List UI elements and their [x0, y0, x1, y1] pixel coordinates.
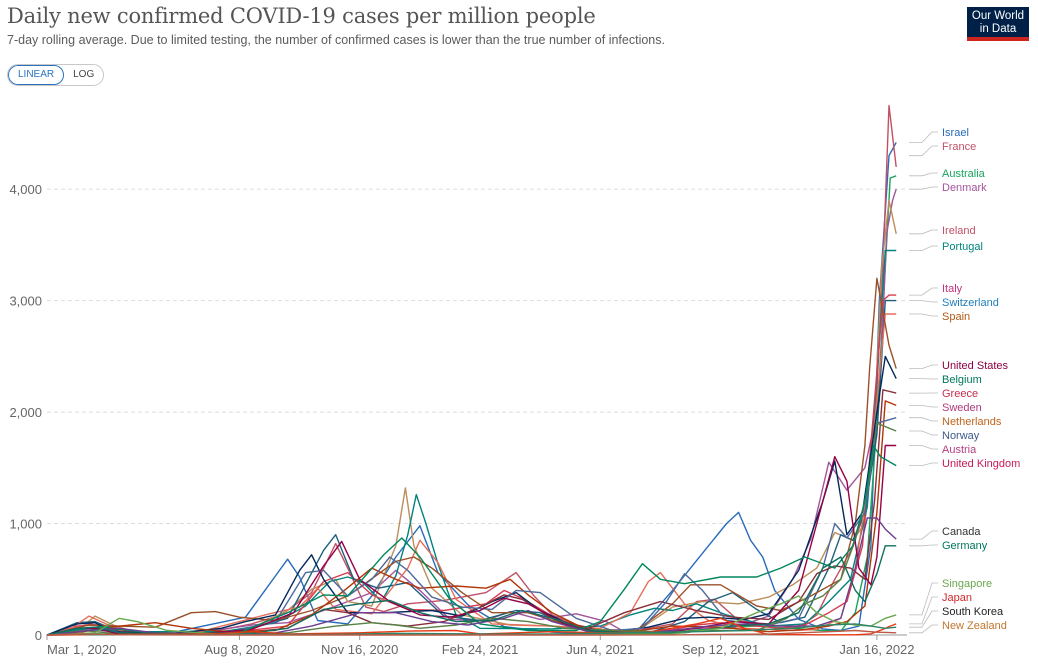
series-line-portugal — [46, 249, 897, 636]
series-label-germany: Germany — [942, 540, 988, 552]
series-label-south-korea: South Korea — [942, 606, 1004, 618]
scale-toggle: LINEAR LOG — [7, 64, 105, 86]
series-line-norway — [46, 422, 897, 636]
label-connector — [909, 131, 938, 143]
label-connector — [909, 229, 938, 235]
label-connector — [909, 610, 938, 628]
label-connector — [909, 300, 938, 303]
chart-title: Daily new confirmed COVID-19 cases per m… — [7, 4, 596, 28]
x-tick-label: Feb 24, 2021 — [442, 642, 519, 657]
label-connector — [909, 596, 938, 625]
x-tick-label: Nov 16, 2020 — [321, 642, 398, 657]
series-label-france: France — [942, 141, 976, 153]
series-line-denmark — [46, 188, 897, 636]
series-line-germany — [46, 545, 897, 636]
label-connector — [909, 287, 938, 296]
label-connector — [909, 430, 938, 436]
series-label-sweden: Sweden — [942, 402, 982, 414]
series-label-norway: Norway — [942, 430, 980, 442]
y-tick-label: 3,000 — [9, 294, 42, 309]
series-line-switzerland — [46, 299, 897, 636]
label-connector — [909, 445, 938, 450]
owid-logo[interactable]: Our World in Data — [967, 7, 1029, 41]
y-tick-label: 0 — [35, 628, 42, 643]
x-tick-label: Aug 8, 2020 — [204, 642, 274, 657]
logo-line-2: in Data — [979, 23, 1017, 35]
series-label-canada: Canada — [942, 526, 981, 538]
series-line-new-zealand — [46, 629, 897, 636]
series-label-greece: Greece — [942, 388, 978, 400]
x-tick-label: Mar 1, 2020 — [47, 642, 116, 657]
y-tick-label: 2,000 — [9, 405, 42, 420]
series-label-singapore: Singapore — [942, 578, 992, 590]
series-line-ireland — [46, 199, 897, 636]
y-tick-label: 1,000 — [9, 517, 42, 532]
log-scale-button[interactable]: LOG — [73, 69, 95, 80]
label-connector — [909, 172, 938, 177]
series-label-united-kingdom: United Kingdom — [942, 458, 1020, 470]
series-label-switzerland: Switzerland — [942, 297, 999, 309]
series-label-italy: Italy — [942, 283, 963, 295]
label-connector — [909, 186, 938, 190]
series-line-italy — [46, 294, 897, 636]
series-label-israel: Israel — [942, 127, 969, 139]
series-label-japan: Japan — [942, 592, 972, 604]
series-line-france — [46, 104, 897, 636]
series-label-denmark: Denmark — [942, 182, 987, 194]
label-connector — [909, 544, 938, 547]
chart-subtitle: 7-day rolling average. Due to limited te… — [7, 33, 665, 47]
x-tick-label: Jan 16, 2022 — [839, 642, 914, 657]
series-line-united-states — [46, 277, 897, 636]
y-tick-label: 4,000 — [9, 182, 42, 197]
label-connector — [909, 145, 938, 157]
x-tick-label: Sep 12, 2021 — [682, 642, 759, 657]
series-line-netherlands — [46, 417, 897, 636]
series-label-ireland: Ireland — [942, 225, 976, 237]
label-connector — [909, 364, 938, 370]
label-connector — [909, 582, 938, 616]
logo-line-1: Our World — [971, 10, 1025, 22]
series-label-australia: Australia — [942, 168, 986, 180]
series-line-sweden — [46, 400, 897, 636]
label-connector — [909, 417, 938, 422]
x-tick-label: Jun 4, 2021 — [566, 642, 634, 657]
series-line-australia — [46, 175, 897, 636]
series-line-austria — [46, 444, 897, 636]
series-label-austria: Austria — [942, 444, 977, 456]
series-line-belgium — [46, 355, 897, 636]
series-label-portugal: Portugal — [942, 241, 983, 253]
series-line-israel — [46, 142, 897, 636]
series-label-belgium: Belgium — [942, 374, 982, 386]
label-connector — [909, 313, 938, 317]
label-connector — [909, 462, 938, 467]
series-label-netherlands: Netherlands — [942, 416, 1002, 428]
label-connector — [909, 624, 938, 634]
series-label-united-states: United States — [942, 360, 1009, 372]
label-connector — [909, 530, 938, 540]
linear-scale-button[interactable]: LINEAR — [8, 65, 65, 85]
series-label-new-zealand: New Zealand — [942, 620, 1007, 632]
label-connector — [909, 245, 938, 251]
label-connector — [909, 404, 938, 408]
series-label-spain: Spain — [942, 311, 970, 323]
